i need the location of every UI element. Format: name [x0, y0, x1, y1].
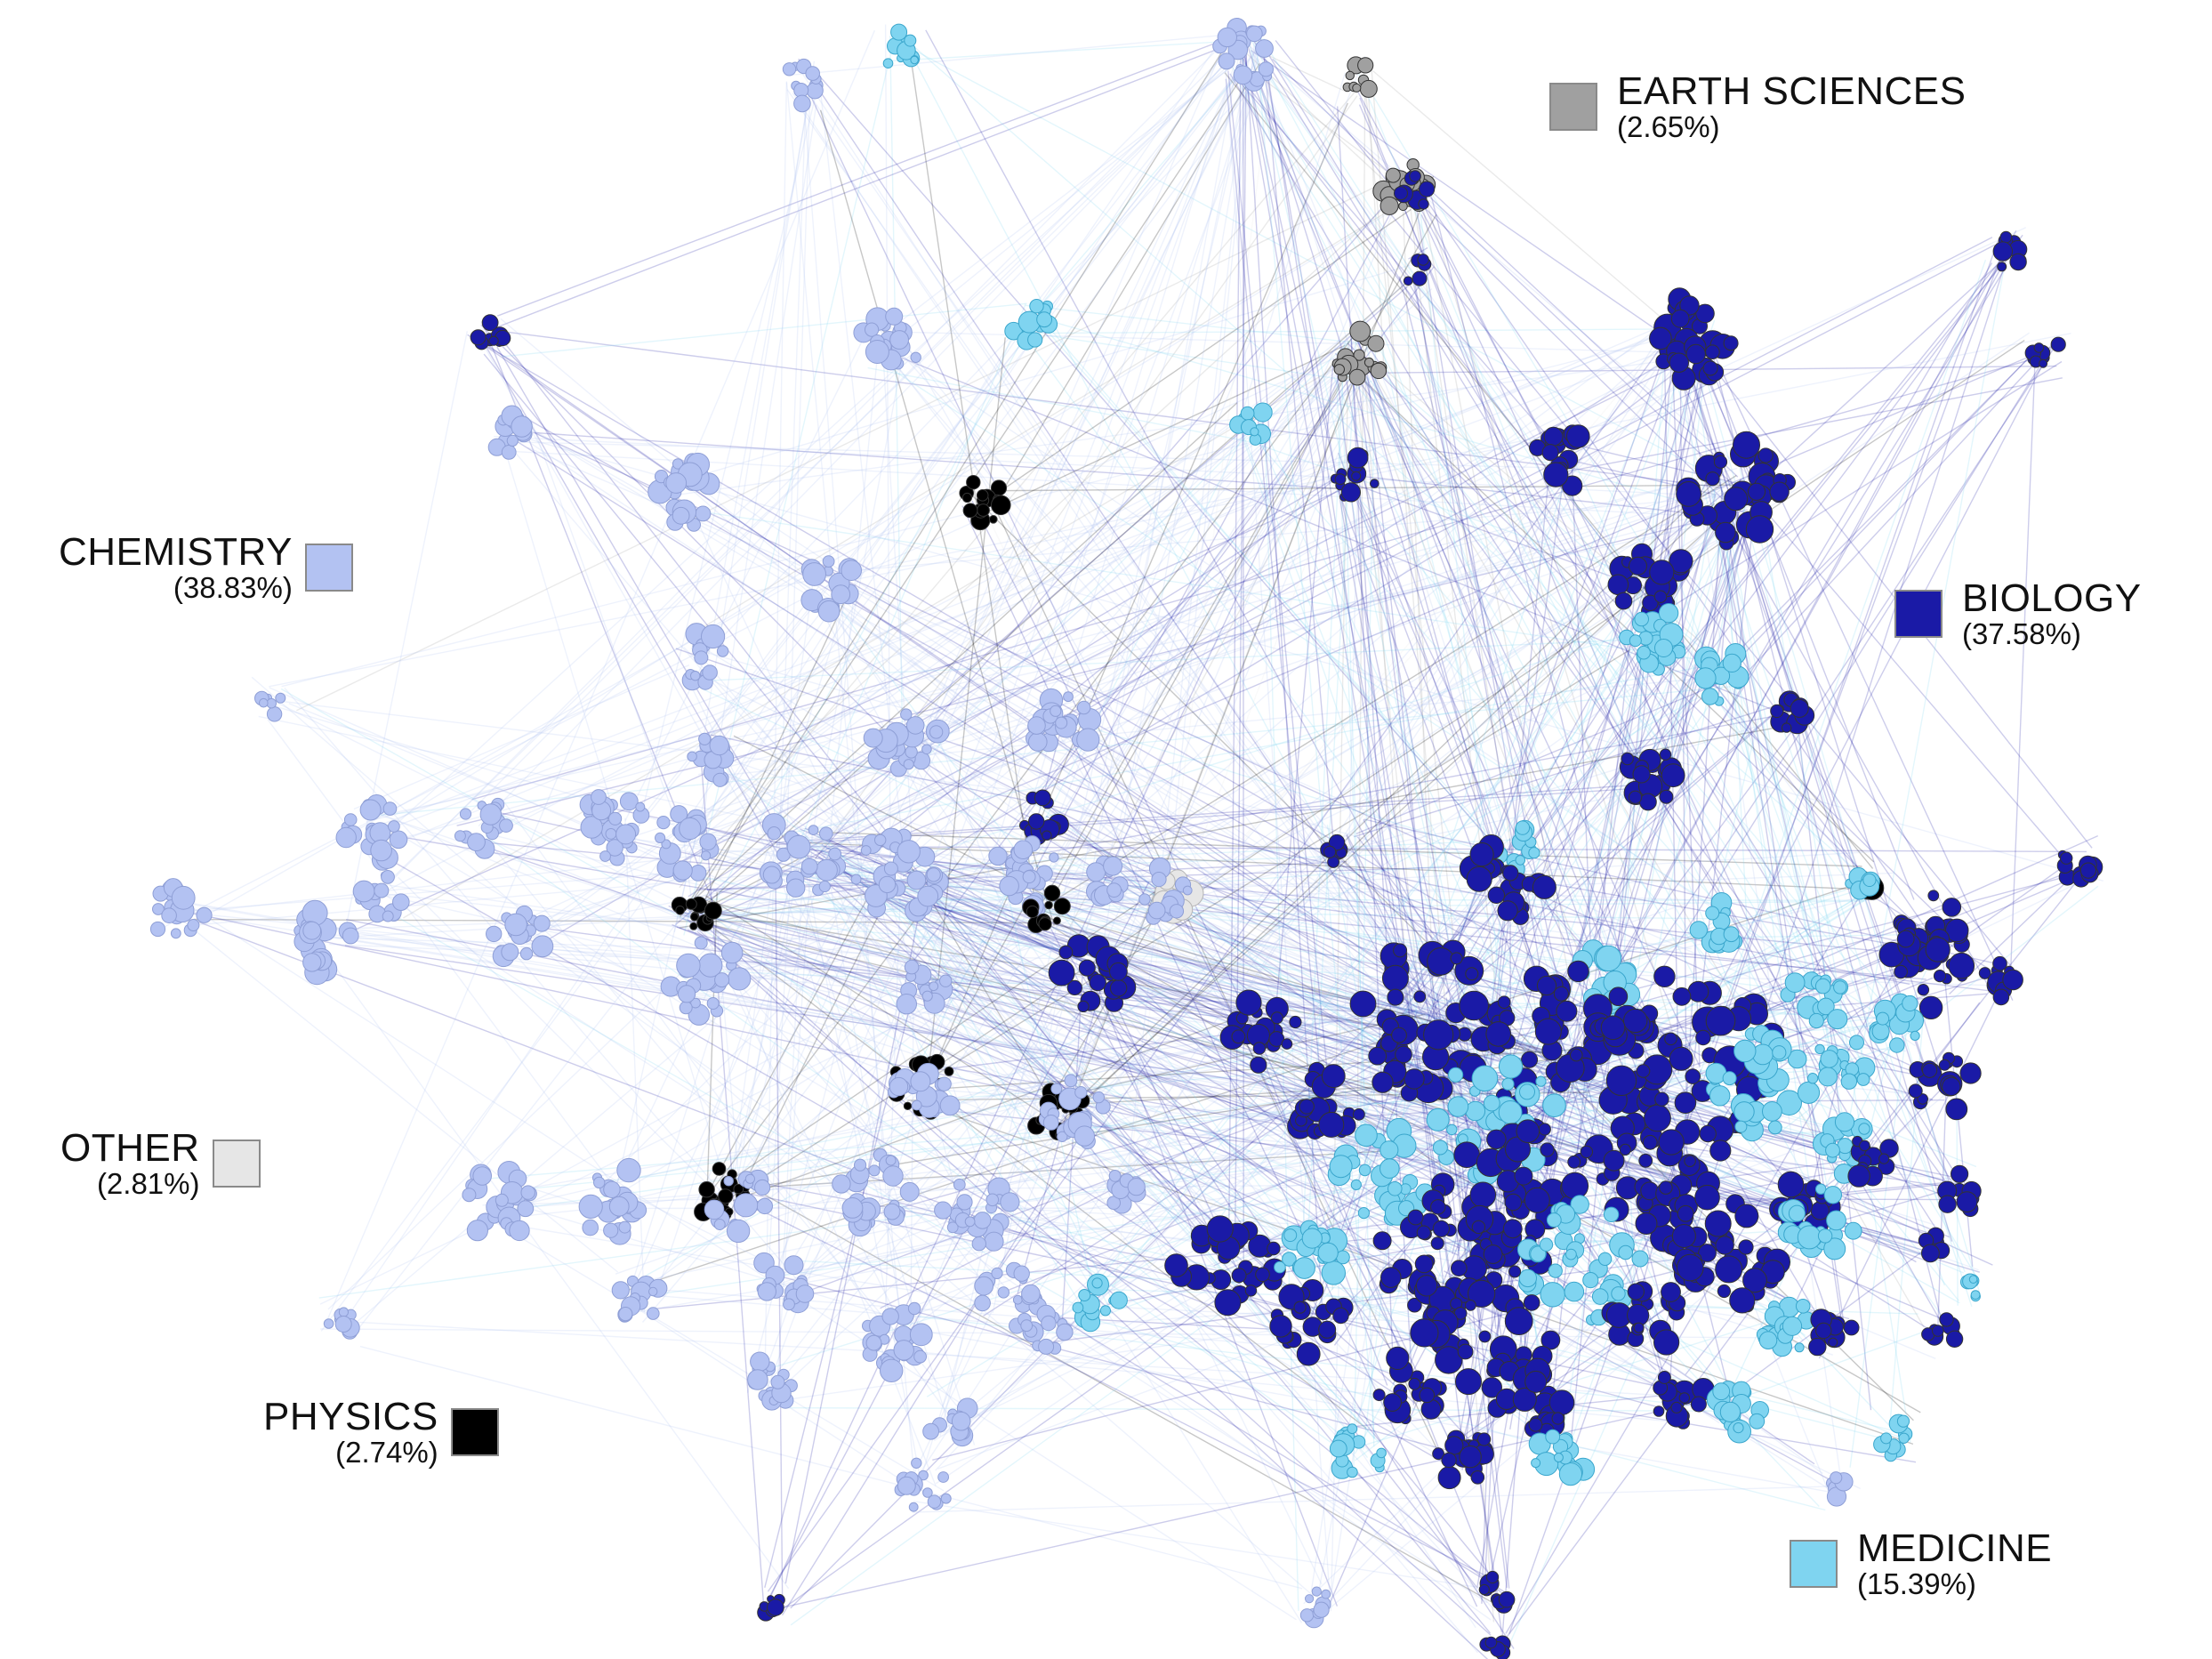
legend-medicine: MEDICINE (15.39%) [1790, 1526, 2053, 1601]
legend-biology: BIOLOGY (37.58%) [1894, 576, 2142, 651]
legend-percent-earth-sciences: (2.65%) [1617, 110, 1720, 144]
legend-percent-other: (2.81%) [96, 1167, 200, 1201]
legend-earth-sciences: EARTH SCIENCES (2.65%) [1549, 69, 1967, 144]
legend-other: OTHER (2.81%) [60, 1126, 261, 1201]
legend-physics: PHYSICS (2.74%) [263, 1395, 499, 1470]
legend-label-biology: BIOLOGY [1962, 576, 2142, 620]
legend-swatch-physics [450, 1408, 499, 1457]
legend-label-earth-sciences: EARTH SCIENCES [1617, 69, 1967, 113]
legend-percent-medicine: (15.39%) [1857, 1567, 1976, 1601]
legend-swatch-earth-sciences [1549, 83, 1597, 132]
legend-percent-biology: (37.58%) [1962, 617, 2081, 651]
legend-swatch-biology [1894, 590, 1943, 639]
network-nodes [149, 18, 2103, 1659]
legend-swatch-medicine [1790, 1540, 1838, 1589]
legend-label-physics: PHYSICS [263, 1395, 438, 1438]
legend-label-other: OTHER [60, 1126, 200, 1170]
legend-percent-physics: (2.74%) [335, 1436, 438, 1470]
legend-label-chemistry: CHEMISTRY [59, 530, 293, 574]
legend-swatch-other [212, 1140, 261, 1188]
legend-label-medicine: MEDICINE [1857, 1526, 2053, 1570]
legend-chemistry: CHEMISTRY (38.83%) [59, 530, 353, 605]
legend-percent-chemistry: (38.83%) [173, 571, 293, 605]
legend-swatch-chemistry [304, 544, 353, 592]
